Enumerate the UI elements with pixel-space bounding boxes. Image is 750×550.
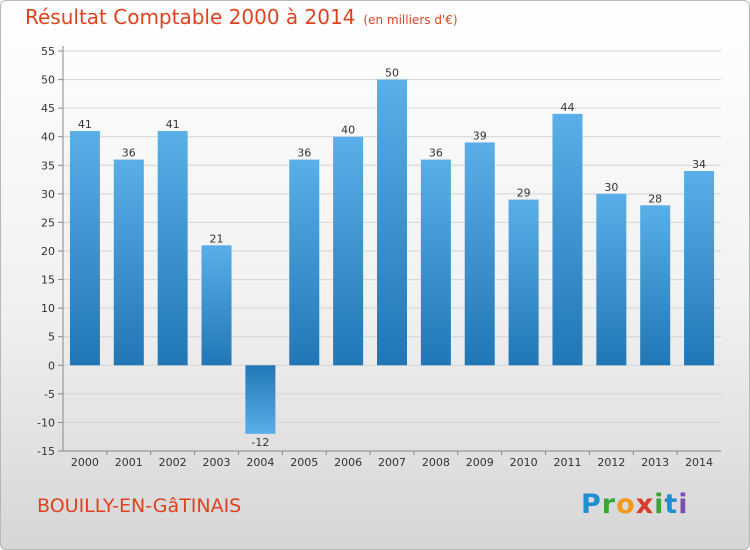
- logo-letter: x: [635, 489, 655, 520]
- bar-2011: [552, 113, 583, 366]
- y-tick-label: 5: [48, 331, 55, 344]
- y-tick-label: -10: [37, 416, 55, 429]
- bar-2001: [113, 159, 144, 366]
- unit-label: (en milliers d'€): [363, 13, 458, 27]
- y-tick-label: -5: [44, 388, 55, 401]
- logo-letter: i: [678, 489, 689, 520]
- x-tick-label-2014: 2014: [685, 456, 713, 469]
- x-tick-labels: 2000 2001 2002 2003 2004 2005 2006 2007 2008 2009…: [71, 456, 713, 469]
- chart-title: Résultat Comptable 2000 à 2014 (en millie…: [25, 5, 458, 29]
- data-label-2004: -12: [251, 436, 269, 449]
- y-tick-label: 0: [48, 359, 55, 372]
- bar-2004: [245, 365, 276, 434]
- y-tick-label: 40: [41, 131, 55, 144]
- title-text: Résultat Comptable 2000 à 2014: [25, 5, 356, 29]
- bar-2005: [289, 159, 320, 366]
- data-label-2014: 34: [692, 158, 706, 171]
- data-label-2009: 39: [473, 129, 487, 142]
- data-labels: 41 36 41 21 -12 36 40 50 36 39 29 44 30 28 34: [78, 67, 706, 449]
- bar-2000: [69, 131, 100, 366]
- y-tick-label: 45: [41, 102, 55, 115]
- x-tick-label-2011: 2011: [553, 456, 581, 469]
- x-tick-label-2010: 2010: [510, 456, 538, 469]
- x-tick-label-2002: 2002: [159, 456, 187, 469]
- bars: [69, 79, 715, 434]
- data-label-2001: 36: [122, 147, 136, 160]
- y-tick-label: 10: [41, 302, 55, 315]
- bar-2009: [464, 142, 495, 366]
- logo-letter: o: [616, 489, 636, 520]
- bar-2006: [333, 136, 364, 366]
- x-tick-label-2003: 2003: [203, 456, 231, 469]
- y-tick-label: 35: [41, 159, 55, 172]
- bar-2003: [201, 245, 232, 366]
- bar-2014: [684, 171, 715, 366]
- x-tick-label-2005: 2005: [290, 456, 318, 469]
- y-tick-label: -15: [37, 445, 55, 458]
- logo-letter: P: [581, 489, 602, 520]
- x-tick-label-2008: 2008: [422, 456, 450, 469]
- bar-2013: [640, 205, 671, 366]
- x-tick-label-2004: 2004: [246, 456, 274, 469]
- data-label-2005: 36: [297, 147, 311, 160]
- axes: [62, 46, 721, 455]
- data-label-2006: 40: [341, 124, 355, 137]
- logo-letter: i: [654, 489, 665, 520]
- x-tick-label-2009: 2009: [466, 456, 494, 469]
- bar-2010: [508, 199, 539, 366]
- x-tick-label-2013: 2013: [641, 456, 669, 469]
- data-label-2012: 30: [604, 181, 618, 194]
- data-label-2008: 36: [429, 147, 443, 160]
- x-tick-label-2001: 2001: [115, 456, 143, 469]
- y-tick-label: 50: [41, 74, 55, 87]
- logo-letter: r: [601, 489, 617, 520]
- brand-logo: Proxiti: [581, 489, 689, 520]
- x-tick-label-2012: 2012: [597, 456, 625, 469]
- x-tick-label-2000: 2000: [71, 456, 99, 469]
- data-label-2003: 21: [210, 232, 224, 245]
- data-label-2011: 44: [560, 101, 574, 114]
- bar-2007: [377, 79, 407, 366]
- data-label-2010: 29: [517, 187, 531, 200]
- data-label-2002: 41: [166, 118, 180, 131]
- data-label-2013: 28: [648, 192, 662, 205]
- bar-2002: [157, 131, 188, 366]
- y-tick-label: 15: [41, 274, 55, 287]
- bar-2012: [596, 193, 627, 366]
- y-tick-label: 30: [41, 188, 55, 201]
- bar-2008: [420, 159, 451, 366]
- data-label-2007: 50: [385, 67, 399, 80]
- commune-name: BOUILLY-EN-GâTINAIS: [37, 495, 242, 517]
- data-label-2000: 41: [78, 118, 92, 131]
- y-tick-label: 20: [41, 245, 55, 258]
- y-tick-label: 55: [41, 45, 55, 58]
- y-tick-label: 25: [41, 216, 55, 229]
- logo-letter: t: [664, 489, 679, 520]
- x-tick-label-2006: 2006: [334, 456, 362, 469]
- x-tick-label-2007: 2007: [378, 456, 406, 469]
